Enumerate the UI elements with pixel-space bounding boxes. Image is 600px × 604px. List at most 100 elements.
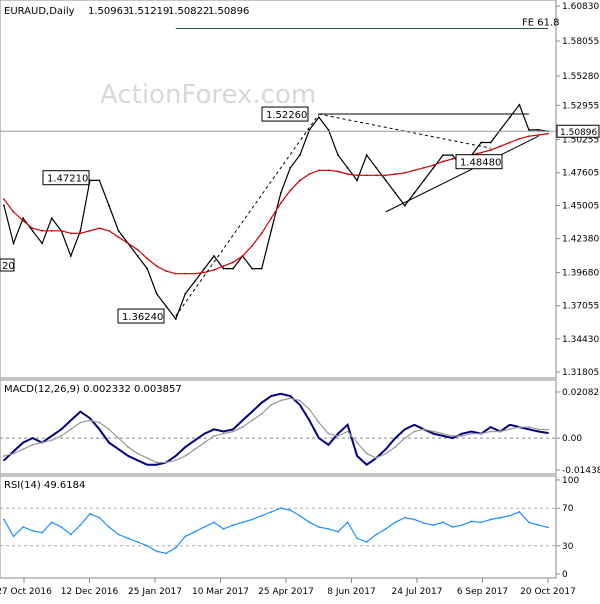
data-point (88, 417, 91, 420)
data-point (232, 267, 234, 270)
data-point (88, 229, 91, 232)
data-point (384, 452, 387, 455)
data-point (232, 524, 234, 527)
data-point (222, 430, 225, 433)
data-point (394, 192, 397, 194)
data-point (289, 189, 292, 192)
data-point (12, 452, 15, 455)
data-point (136, 248, 139, 251)
data-point (308, 129, 311, 131)
data-point (174, 272, 177, 275)
data-point (413, 518, 416, 521)
data-point (394, 437, 397, 440)
data-point (537, 129, 540, 131)
data-point (289, 166, 292, 169)
x-tick-label: 25 Apr 2017 (258, 587, 314, 597)
data-point (442, 435, 444, 437)
macd-layer: 0.020827 0.00 -0.014386 (0, 388, 600, 476)
annotation-label: 1.48480 (460, 158, 501, 169)
data-point (213, 268, 215, 271)
data-point (298, 514, 301, 517)
annotation-label: 1.36240 (122, 312, 163, 323)
data-point (146, 267, 149, 270)
data-point (508, 116, 511, 119)
data-point (384, 174, 387, 177)
data-point (375, 166, 378, 169)
data-point (394, 521, 397, 524)
data-point (413, 430, 416, 433)
price-title: EURAUD,Daily (4, 6, 75, 17)
data-point (69, 428, 72, 431)
x-tick-label: 10 Mar 2017 (192, 587, 249, 597)
data-point (50, 439, 53, 442)
data-point (193, 530, 196, 533)
data-point (318, 437, 320, 440)
data-point (499, 129, 502, 131)
data-point (79, 232, 82, 235)
data-point (318, 116, 320, 119)
data-point (31, 227, 34, 230)
data-point (213, 435, 215, 437)
data-point (470, 520, 473, 523)
data-point (60, 435, 63, 437)
data-point (318, 526, 320, 528)
data-point (3, 518, 5, 521)
x-tick-label: 25 Jan 2017 (128, 587, 182, 597)
data-point (184, 446, 187, 448)
data-point (279, 399, 282, 402)
data-point (155, 461, 158, 464)
channel-line-dashed (318, 113, 491, 149)
data-point (318, 421, 320, 424)
y-tick-label: 0.00 (562, 434, 582, 444)
data-point (537, 430, 540, 433)
annotation-box (42, 170, 90, 186)
data-point (528, 521, 530, 524)
data-point (155, 550, 158, 553)
data-point (108, 428, 110, 431)
data-point (508, 141, 511, 144)
data-point (260, 401, 263, 404)
x-tick-label: 24 Jul 2017 (392, 587, 443, 597)
data-point (365, 452, 368, 455)
data-point (451, 526, 454, 528)
data-point (136, 255, 139, 257)
data-point (470, 432, 473, 435)
data-point (136, 459, 139, 462)
data-point (442, 154, 444, 157)
data-point (337, 530, 339, 533)
data-point (337, 435, 339, 437)
data-point (127, 446, 129, 448)
data-point (22, 217, 24, 220)
data-point (98, 516, 101, 519)
data-point (165, 552, 168, 555)
data-point (241, 419, 244, 422)
data-point (270, 229, 273, 232)
data-point (117, 236, 120, 238)
data-point (308, 408, 311, 411)
data-point (270, 511, 273, 513)
data-point (508, 514, 511, 517)
data-point (50, 229, 53, 232)
data-point (346, 166, 349, 169)
data-point (31, 443, 34, 446)
data-point (461, 435, 464, 437)
data-point (298, 154, 301, 157)
data-point (3, 459, 5, 462)
data-point (241, 426, 244, 428)
data-point (31, 529, 34, 532)
data-point (298, 399, 301, 402)
data-point (41, 242, 44, 245)
data-point (184, 454, 187, 457)
data-point (232, 428, 234, 431)
data-point (260, 412, 263, 415)
data-point (356, 174, 359, 177)
data-point (547, 428, 549, 431)
annotation-label: 1.47210 (47, 174, 88, 185)
y-tick-label: 1.55280 (562, 72, 599, 82)
annotation-label: 1.52260 (266, 110, 307, 121)
data-point (489, 430, 492, 433)
data-point (41, 531, 44, 534)
data-point (451, 437, 454, 440)
data-point (88, 419, 91, 422)
ohlc-low: 1.50822 (168, 6, 209, 17)
